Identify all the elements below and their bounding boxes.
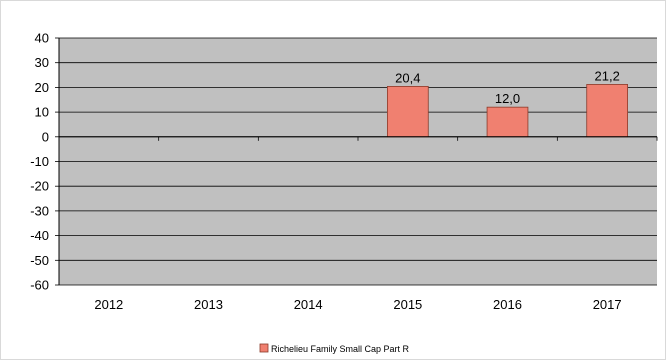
bar-2015 — [387, 86, 429, 138]
bar-2016 — [486, 106, 529, 138]
y-tick-label: -30 — [30, 203, 49, 218]
data-label-2017: 21,2 — [595, 68, 620, 83]
y-tick-label: 10 — [35, 105, 49, 120]
x-tick-labels: 2012 2013 2014 2015 2016 2017 — [94, 297, 621, 312]
axes — [55, 37, 658, 286]
y-tick-label: -60 — [30, 278, 49, 293]
y-tick-label: -40 — [30, 228, 49, 243]
x-tick-label: 2013 — [194, 297, 223, 312]
gridlines — [59, 37, 657, 286]
data-label-2015: 20,4 — [395, 70, 420, 85]
y-tick-label: -20 — [30, 179, 49, 194]
x-tick-label: 2014 — [294, 297, 323, 312]
y-tick-label: -10 — [30, 154, 49, 169]
y-tick-label: 20 — [35, 80, 49, 95]
y-tick-label: 30 — [35, 55, 49, 70]
y-tick-label: -50 — [30, 253, 49, 268]
bars — [387, 84, 628, 138]
x-tick-label: 2017 — [593, 297, 622, 312]
legend: Richelieu Family Small Cap Part R — [259, 343, 410, 354]
legend-swatch — [259, 343, 269, 353]
y-tick-label: 40 — [35, 31, 49, 46]
y-tick-labels: 40 30 20 10 0 -10 -20 -30 -40 -50 -60 — [30, 31, 49, 293]
data-label-2016: 12,0 — [495, 91, 520, 106]
x-tick-label: 2012 — [94, 297, 123, 312]
x-tick-label: 2015 — [393, 297, 422, 312]
data-labels: 20,4 12,0 21,2 — [395, 68, 620, 106]
legend-label: Richelieu Family Small Cap Part R — [271, 344, 410, 354]
y-tick-label: 0 — [42, 129, 49, 144]
bar-2017 — [586, 84, 628, 138]
x-tick-label: 2016 — [493, 297, 522, 312]
